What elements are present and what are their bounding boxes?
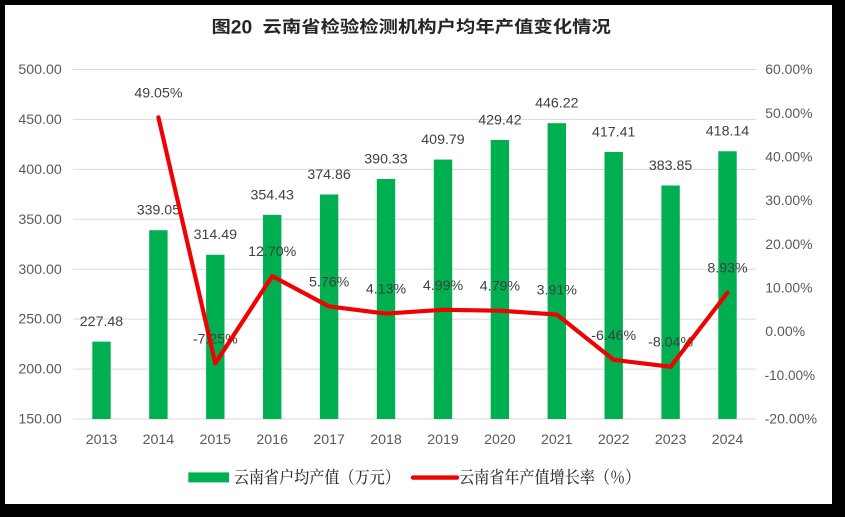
svg-text:2017: 2017: [313, 432, 345, 448]
svg-text:10.00%: 10.00%: [765, 281, 813, 297]
svg-text:3.91%: 3.91%: [537, 283, 578, 299]
svg-text:500.00: 500.00: [18, 62, 62, 78]
svg-text:250.00: 250.00: [18, 312, 62, 328]
svg-text:5.76%: 5.76%: [309, 275, 350, 291]
svg-text:200.00: 200.00: [18, 362, 62, 378]
svg-text:20: 20: [231, 17, 252, 38]
svg-text:2021: 2021: [541, 432, 573, 448]
svg-text:450.00: 450.00: [18, 112, 62, 128]
svg-text:2015: 2015: [200, 432, 232, 448]
svg-text:417.41: 417.41: [592, 125, 636, 141]
svg-text:2019: 2019: [427, 432, 459, 448]
svg-text:2018: 2018: [370, 432, 402, 448]
svg-text:50.00%: 50.00%: [765, 106, 813, 122]
svg-text:350.00: 350.00: [18, 212, 62, 228]
svg-text:12.70%: 12.70%: [248, 244, 297, 260]
svg-text:-10.00%: -10.00%: [765, 368, 816, 384]
svg-text:339.05: 339.05: [137, 203, 181, 219]
svg-text:2014: 2014: [143, 432, 175, 448]
svg-text:2024: 2024: [712, 432, 744, 448]
svg-text:390.33: 390.33: [364, 152, 408, 168]
svg-text:4.13%: 4.13%: [366, 282, 407, 298]
svg-text:60.00%: 60.00%: [765, 62, 813, 78]
svg-text:150.00: 150.00: [18, 412, 62, 428]
svg-text:374.86: 374.86: [307, 167, 351, 183]
svg-text:400.00: 400.00: [18, 162, 62, 178]
svg-text:-8.04%: -8.04%: [648, 335, 693, 351]
svg-text:409.79: 409.79: [421, 132, 465, 148]
svg-text:446.22: 446.22: [535, 96, 579, 112]
svg-text:-20.00%: -20.00%: [765, 412, 818, 428]
svg-text:2022: 2022: [598, 432, 630, 448]
svg-text:40.00%: 40.00%: [765, 150, 813, 166]
svg-text:20.00%: 20.00%: [765, 237, 813, 253]
svg-text:2013: 2013: [86, 432, 118, 448]
svg-text:-6.46%: -6.46%: [591, 328, 636, 344]
svg-text:2023: 2023: [655, 432, 687, 448]
svg-text:300.00: 300.00: [18, 262, 62, 278]
svg-text:383.85: 383.85: [649, 158, 693, 174]
svg-text:49.05%: 49.05%: [134, 85, 183, 101]
svg-text:2020: 2020: [484, 432, 516, 448]
svg-text:0.00%: 0.00%: [765, 324, 805, 340]
svg-text:227.48: 227.48: [80, 314, 124, 330]
svg-text:429.42: 429.42: [478, 113, 522, 129]
svg-text:2016: 2016: [256, 432, 288, 448]
svg-text:8.93%: 8.93%: [707, 261, 748, 277]
svg-text:354.43: 354.43: [250, 187, 294, 203]
svg-text:30.00%: 30.00%: [765, 193, 813, 209]
svg-text:4.79%: 4.79%: [480, 279, 521, 295]
svg-text:4.99%: 4.99%: [423, 278, 464, 294]
svg-text:314.49: 314.49: [194, 227, 238, 243]
svg-text:418.14: 418.14: [706, 124, 750, 140]
